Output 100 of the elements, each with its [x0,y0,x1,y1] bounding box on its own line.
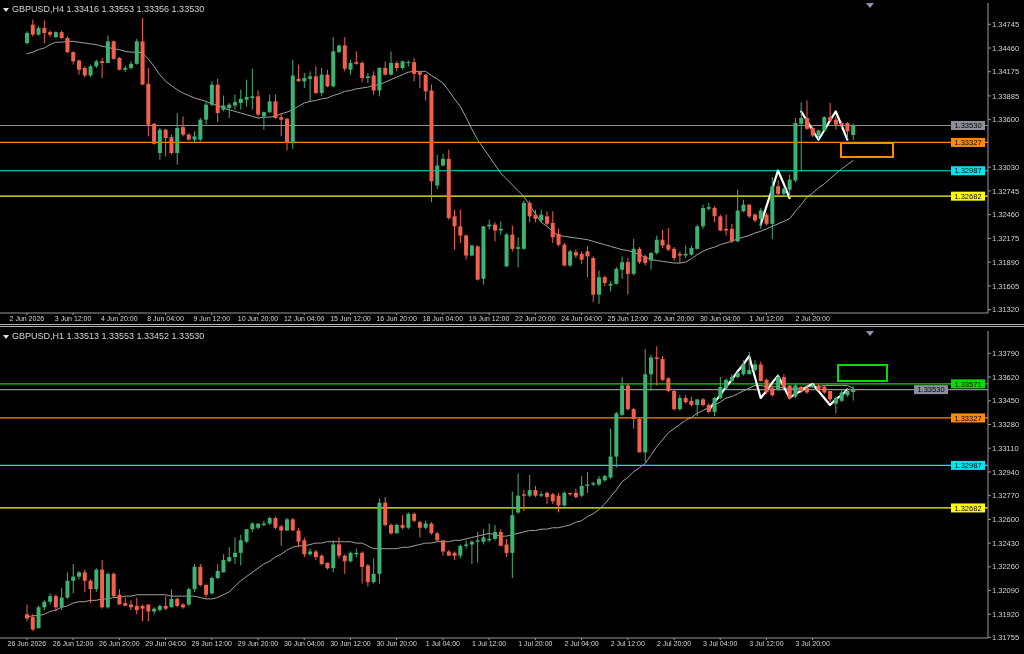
candlestick [319,67,324,97]
candlestick [105,35,110,64]
candlestick [516,472,521,515]
candlestick [233,94,237,111]
candlestick [833,115,838,131]
chart-title: GBPUSD,H4 1.33416 1.33553 1.33356 1.33530 [12,4,205,15]
candlestick [504,538,509,558]
candlestick [71,563,76,594]
candlestick [527,474,532,498]
candlestick [354,50,359,66]
candlestick [256,90,261,117]
candlestick [134,38,139,66]
candlestick [261,110,266,131]
candlestick [308,70,313,102]
candlestick [781,186,786,198]
candlestick [597,270,601,305]
candlestick [238,534,243,566]
line-series [26,40,854,264]
candlestick [469,539,474,565]
candlestick [42,20,47,44]
candlestick [521,489,526,512]
candlestick [620,255,625,280]
candlestick [360,550,365,585]
candlestick [389,50,393,76]
candlestick [654,235,659,256]
candlestick [545,210,549,226]
candlestick [545,490,549,505]
candlestick [342,553,347,575]
candlestick [625,257,630,296]
candlestick [331,539,336,573]
candlestick [758,207,763,230]
candlestick [267,94,272,114]
candlestick [417,520,422,539]
candlestick [371,557,376,585]
candlestick [573,249,578,259]
candlestick [273,94,278,120]
candlestick [209,80,214,107]
candlestick [833,396,838,414]
candlestick [192,563,197,593]
candlestick [181,115,185,137]
candlestick [805,384,809,395]
candlestick [452,209,457,251]
candlestick [649,354,653,392]
candlestick [516,236,521,268]
candlestick [631,407,636,430]
candlestick [556,492,561,513]
candlestick [65,571,70,600]
candlestick [342,36,347,72]
candlestick [204,100,209,126]
candlestick [608,428,613,480]
candlestick [88,578,93,604]
candlestick [493,221,497,242]
chart-title: GBPUSD,H1 1.33513 1.33553 1.33452 1.33530 [12,331,205,342]
candlestick [412,57,417,82]
candlestick [279,112,284,137]
candlestick [365,72,370,84]
candlestick [724,214,729,236]
candlestick [417,70,422,89]
candlestick [198,563,203,587]
candlestick [435,154,440,190]
candlestick [100,57,105,79]
candlestick [371,70,376,96]
candlestick [423,73,428,101]
candlestick [753,359,757,372]
candlestick [701,204,705,230]
candlestick [337,537,341,559]
candlestick [718,376,723,400]
candlestick [729,373,734,384]
candlestick [94,567,99,593]
candlestick [625,383,630,412]
candlestick [308,548,313,557]
candlestick [712,396,717,417]
candlestick [209,576,214,596]
candlestick [493,524,497,541]
candlestick [129,60,133,71]
candlestick [377,66,382,97]
candlestick [573,488,578,499]
candlestick [186,587,191,607]
candlestick [695,224,700,251]
candlestick [82,569,87,593]
candlestick [233,537,237,565]
candlestick [279,524,284,547]
candlestick [805,100,809,131]
candlestick [672,389,677,412]
candlestick [48,592,53,606]
candlestick [776,180,781,196]
candlestick [313,65,318,95]
candlestick [238,89,243,111]
candlestick [458,209,463,244]
candlestick [729,223,734,244]
candlestick [365,563,370,587]
candlestick [59,587,64,611]
candlestick [464,234,469,261]
candlestick [579,475,584,498]
candlestick [550,210,555,244]
candlestick [799,101,804,172]
candlestick [498,220,503,236]
candlestick [383,496,388,527]
candlestick [25,604,29,622]
candlestick [649,251,653,271]
